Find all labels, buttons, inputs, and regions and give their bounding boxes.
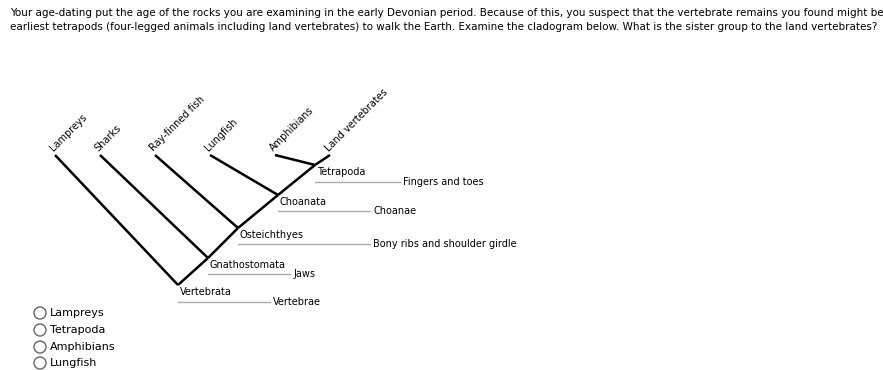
Text: Lungfish: Lungfish <box>203 117 239 153</box>
Text: Tetrapoda: Tetrapoda <box>50 325 105 335</box>
Text: Sharks: Sharks <box>93 122 124 153</box>
Text: Your age-dating put the age of the rocks you are examining in the early Devonian: Your age-dating put the age of the rocks… <box>10 8 883 18</box>
Text: Osteichthyes: Osteichthyes <box>240 230 304 240</box>
Text: Vertebrae: Vertebrae <box>273 297 321 307</box>
Text: Bony ribs and shoulder girdle: Bony ribs and shoulder girdle <box>373 239 517 249</box>
Text: Land vertebrates: Land vertebrates <box>323 87 389 153</box>
Text: Lampreys: Lampreys <box>50 308 104 318</box>
Text: Amphibians: Amphibians <box>50 342 116 352</box>
Text: Ray-finned fish: Ray-finned fish <box>148 94 207 153</box>
Text: Vertebrata: Vertebrata <box>180 287 232 297</box>
Text: Lampreys: Lampreys <box>48 112 89 153</box>
Text: Tetrapoda: Tetrapoda <box>317 167 366 177</box>
Text: Choanae: Choanae <box>373 206 416 216</box>
Text: Jaws: Jaws <box>293 269 315 279</box>
Text: Lungfish: Lungfish <box>50 358 97 368</box>
Text: Gnathostomata: Gnathostomata <box>210 260 286 270</box>
Text: Choanata: Choanata <box>280 197 327 207</box>
Text: Fingers and toes: Fingers and toes <box>403 177 484 187</box>
Text: Amphibians: Amphibians <box>268 105 316 153</box>
Text: earliest tetrapods (four-legged animals including land vertebrates) to walk the : earliest tetrapods (four-legged animals … <box>10 22 878 32</box>
